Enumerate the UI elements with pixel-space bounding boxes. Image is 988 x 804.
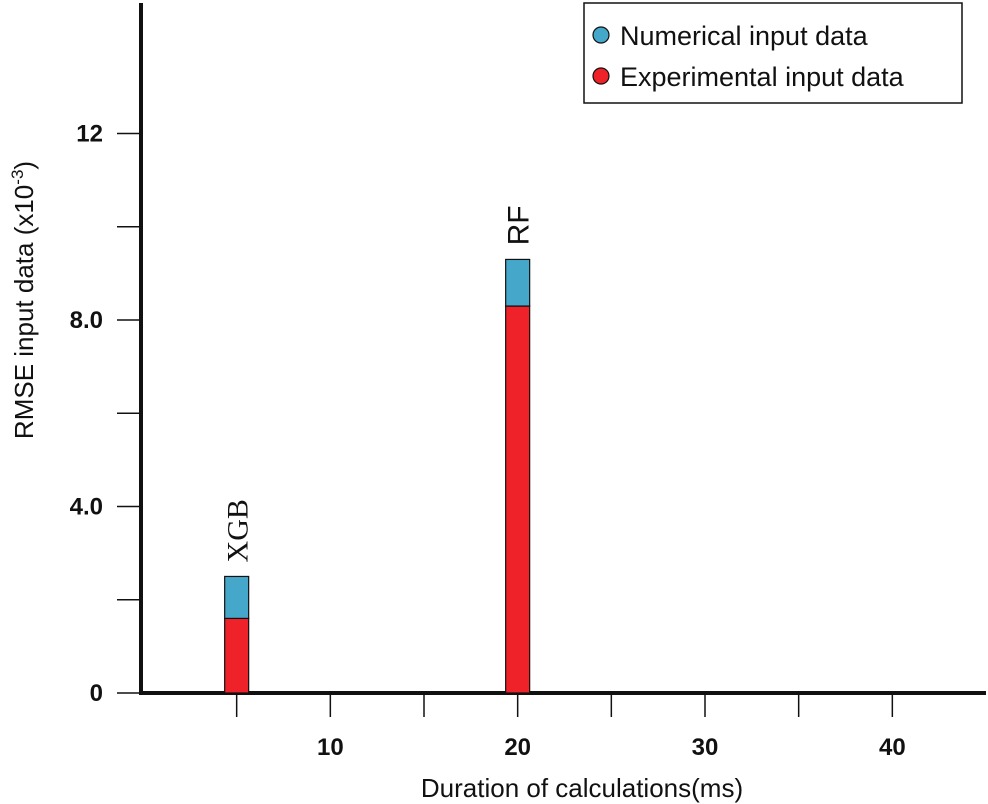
x-tick-label: 40 (879, 734, 906, 761)
y-tick-label: 0 (90, 680, 103, 707)
bar-xgb-experimental (224, 617, 250, 694)
legend-label: Experimental input data (620, 62, 905, 92)
bars (224, 258, 531, 694)
bar-rf-experimental (505, 305, 531, 694)
bar-labels: XGB RF (222, 205, 536, 562)
x-tick-label: 10 (317, 734, 344, 761)
y-tick-label: 12 (76, 121, 103, 148)
legend-marker (592, 26, 610, 44)
x-tick-label: 30 (692, 734, 719, 761)
bar-rf-numerical (505, 258, 531, 307)
bar-label-xgb: XGB (222, 499, 255, 562)
y-axis-title-main: RMSE input data (x10 (9, 185, 39, 439)
legend: Numerical input data Experimental input d… (583, 2, 963, 104)
x-axis-title: Duration of calculations(ms) (421, 773, 743, 803)
legend-label: Numerical input data (620, 21, 869, 51)
y-axis-title-suffix: ) (9, 161, 39, 170)
y-axis-title-superscript: -3 (8, 170, 27, 185)
legend-marker (592, 67, 610, 85)
y-tick-label: 8.0 (70, 307, 103, 334)
x-tick-label: 20 (504, 734, 531, 761)
y-axis-title: RMSE input data (x10-3) (8, 161, 39, 439)
bar-xgb-numerical (224, 575, 250, 620)
axes: 10 20 30 40 0 4.0 8.0 12 (70, 3, 986, 761)
y-tick-label: 4.0 (70, 494, 103, 521)
bar-label-rf: RF (503, 205, 536, 245)
legend-box (583, 2, 963, 104)
